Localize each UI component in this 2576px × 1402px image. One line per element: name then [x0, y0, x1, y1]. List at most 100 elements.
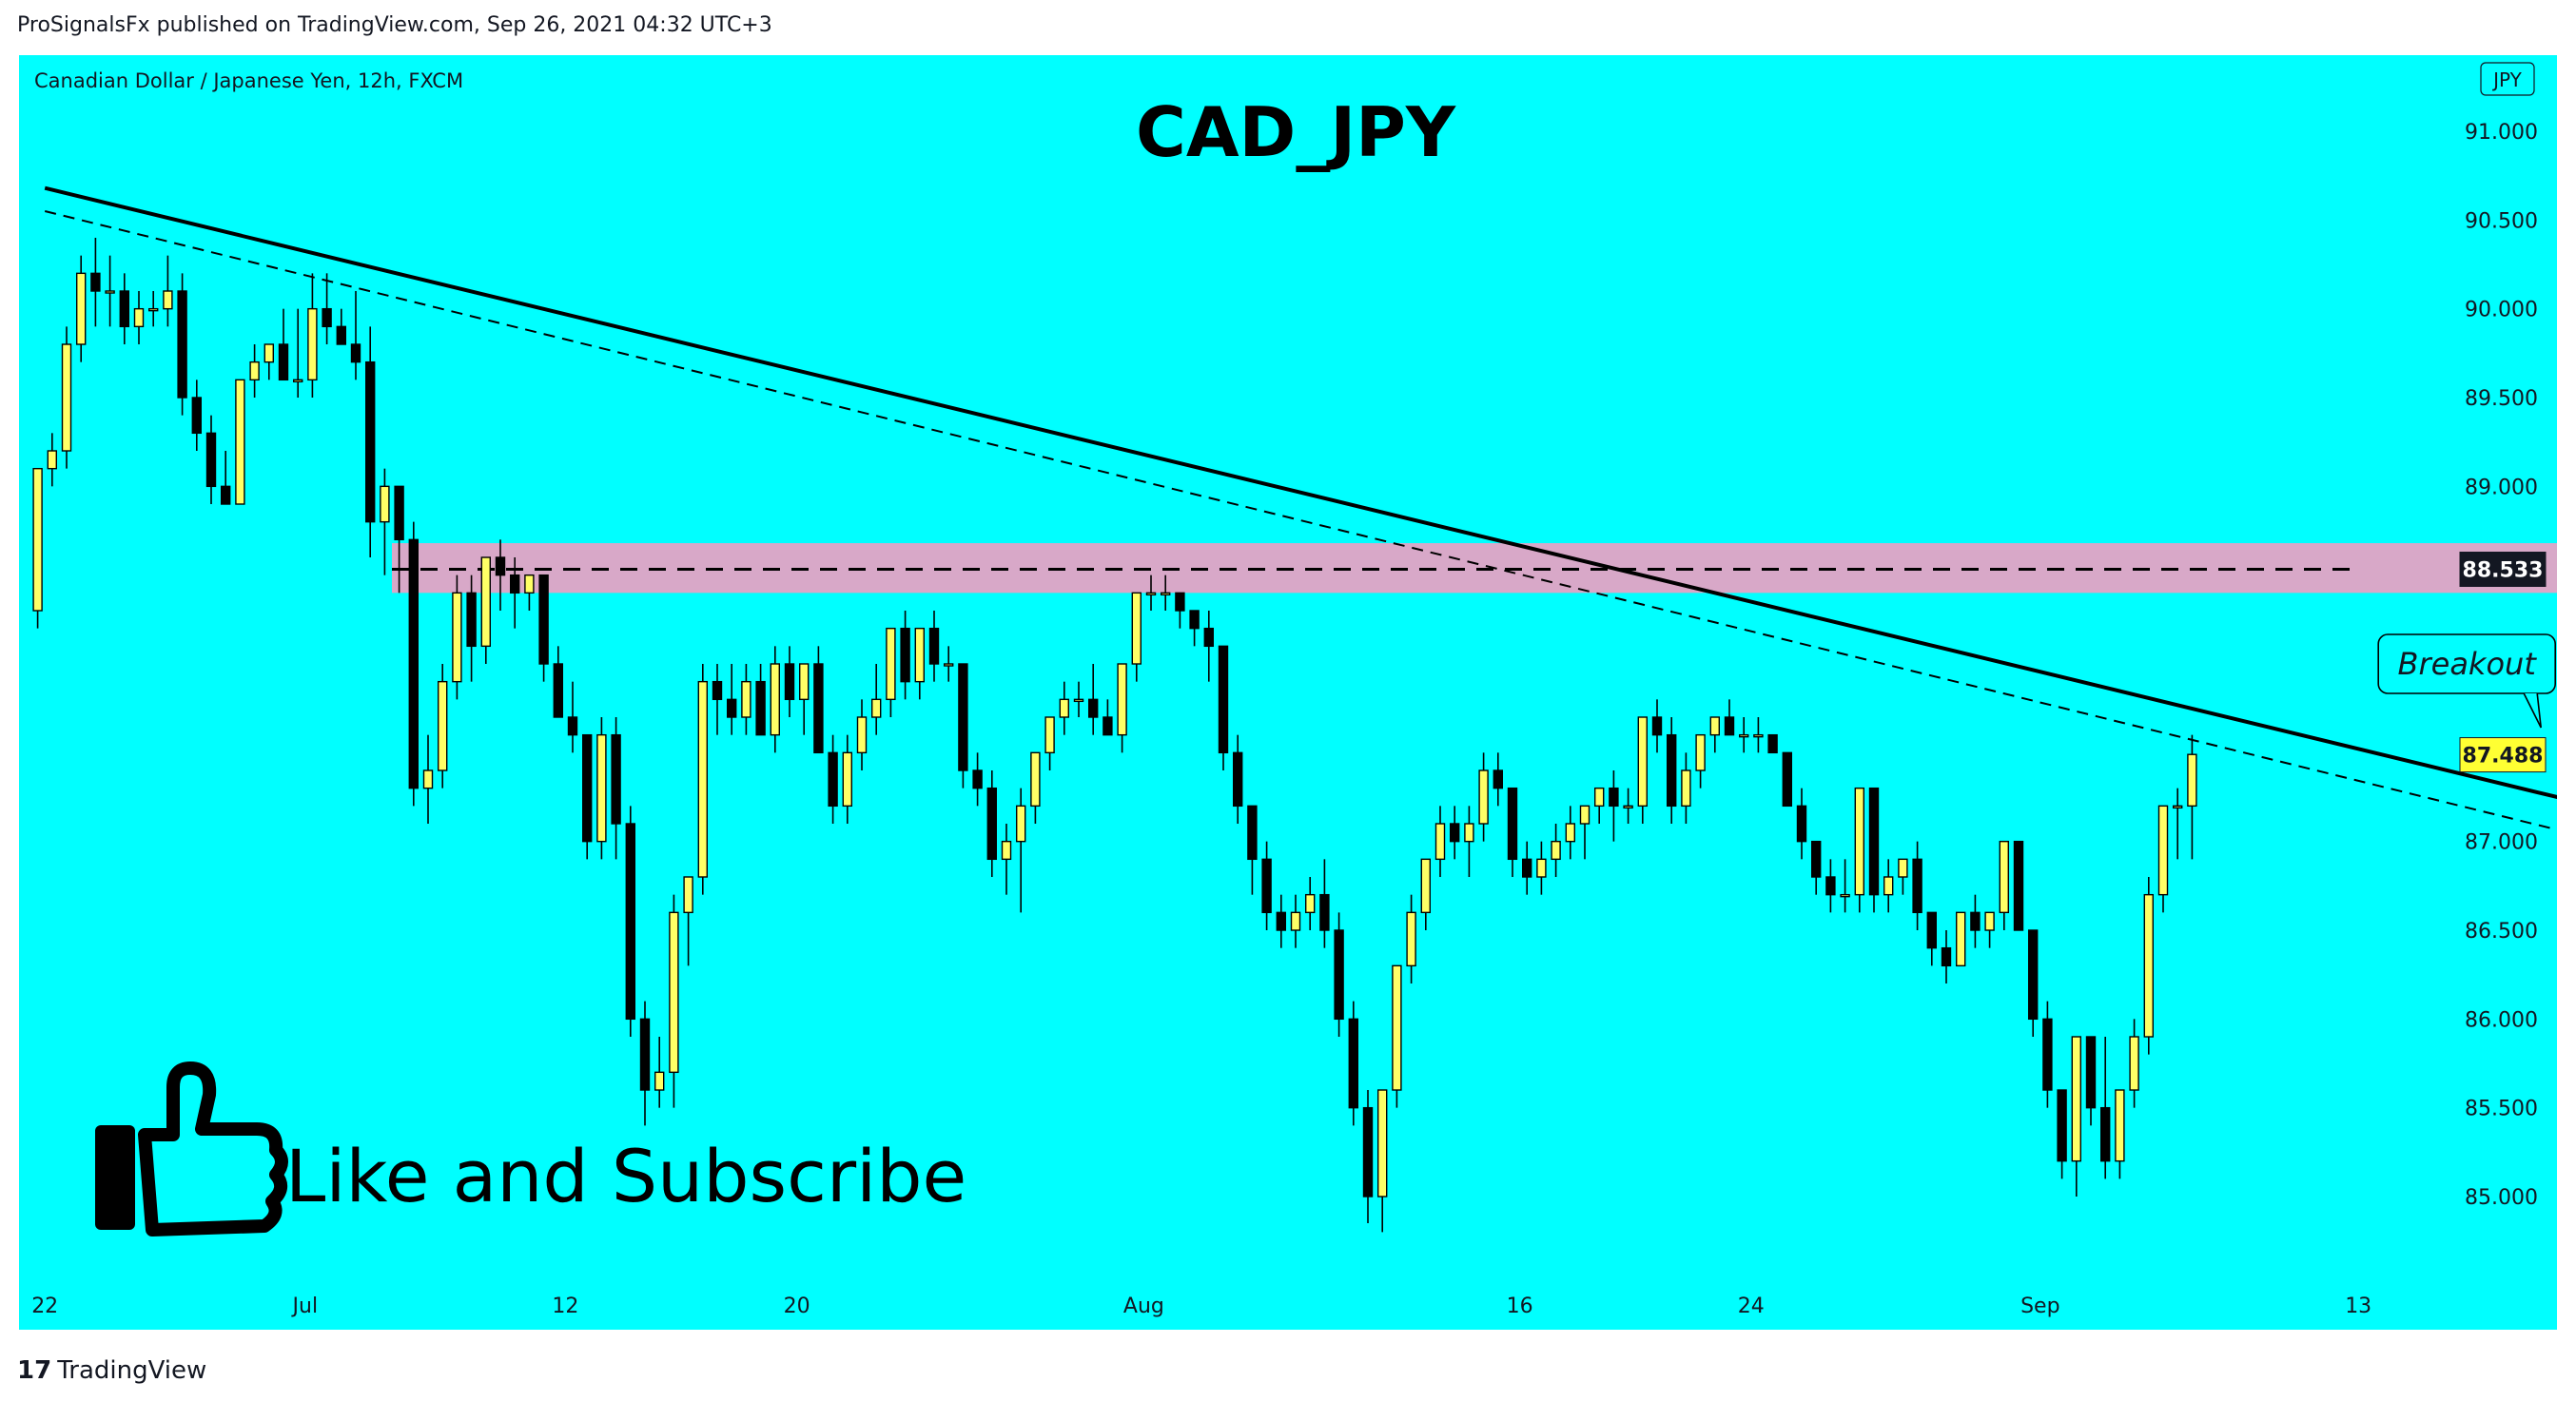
candle[interactable] — [928, 611, 940, 682]
candle[interactable] — [2157, 805, 2169, 913]
candle[interactable] — [1623, 788, 1633, 824]
candle[interactable] — [683, 876, 693, 966]
candle[interactable] — [1059, 681, 1070, 735]
candle[interactable] — [914, 627, 925, 700]
candle[interactable] — [2013, 840, 2024, 931]
candle[interactable] — [1738, 717, 1749, 753]
candle[interactable] — [1767, 733, 1778, 754]
candle[interactable] — [1825, 859, 1836, 913]
candle[interactable] — [958, 663, 968, 789]
candle[interactable] — [1521, 841, 1532, 895]
candle[interactable] — [828, 734, 838, 824]
candle[interactable] — [1362, 1090, 1374, 1223]
descending-resistance-trendline[interactable] — [44, 185, 2557, 868]
candle[interactable] — [1970, 894, 1981, 948]
candle[interactable] — [972, 752, 983, 807]
candle[interactable] — [61, 326, 72, 469]
candle[interactable] — [394, 485, 404, 594]
candle[interactable] — [105, 255, 115, 327]
candle[interactable] — [1609, 770, 1619, 842]
candle[interactable] — [1117, 663, 1127, 753]
candle[interactable] — [1145, 574, 1157, 611]
candle[interactable] — [1160, 574, 1171, 611]
candle[interactable] — [1593, 787, 1605, 824]
candle[interactable] — [205, 415, 217, 504]
candle[interactable] — [986, 770, 997, 877]
candle[interactable] — [32, 467, 43, 629]
currency-badge[interactable]: JPY — [2480, 62, 2535, 96]
candle[interactable] — [177, 273, 187, 416]
candle[interactable] — [293, 308, 303, 398]
candle[interactable] — [886, 627, 896, 717]
candle[interactable] — [1348, 1001, 1359, 1126]
candle[interactable] — [1666, 717, 1677, 824]
candle[interactable] — [538, 574, 549, 682]
chart-frame[interactable]: 91.00090.50090.00089.50089.00088.50088.0… — [19, 55, 2557, 1330]
candle[interactable] — [2172, 788, 2183, 860]
candle[interactable] — [2085, 1036, 2097, 1126]
candle[interactable] — [336, 308, 346, 345]
candle[interactable] — [1392, 964, 1402, 1108]
candle[interactable] — [76, 255, 87, 362]
candle[interactable] — [422, 734, 434, 824]
candle[interactable] — [1015, 788, 1026, 913]
candle[interactable] — [770, 646, 780, 753]
candle[interactable] — [1232, 734, 1243, 824]
candle[interactable] — [1796, 788, 1807, 860]
candle[interactable] — [133, 291, 145, 344]
candle[interactable] — [856, 699, 868, 770]
candle[interactable] — [1868, 787, 1880, 913]
candle[interactable] — [263, 343, 274, 380]
candle[interactable] — [322, 273, 332, 344]
candle[interactable] — [480, 556, 491, 664]
candle[interactable] — [1898, 858, 1908, 895]
candle[interactable] — [307, 273, 318, 398]
candle[interactable] — [235, 379, 245, 505]
candle[interactable] — [900, 611, 910, 700]
candle[interactable] — [249, 344, 260, 398]
candle[interactable] — [567, 681, 578, 753]
descending-channel-trendline[interactable] — [44, 210, 2557, 898]
candle[interactable] — [1030, 751, 1041, 824]
candle[interactable] — [1175, 592, 1185, 629]
candle[interactable] — [350, 291, 361, 380]
candle[interactable] — [944, 646, 954, 682]
candle[interactable] — [1376, 1089, 1388, 1233]
candle[interactable] — [2027, 929, 2039, 1037]
candle[interactable] — [553, 646, 563, 718]
candle[interactable] — [1912, 841, 1922, 930]
candle[interactable] — [408, 521, 419, 807]
candle[interactable] — [625, 806, 635, 1037]
candle[interactable] — [1753, 717, 1764, 753]
candle[interactable] — [727, 664, 737, 735]
candle[interactable] — [813, 646, 824, 754]
candle[interactable] — [596, 717, 607, 860]
candle[interactable] — [1434, 806, 1446, 877]
candle[interactable] — [639, 1001, 651, 1126]
candle[interactable] — [1406, 894, 1416, 983]
candle[interactable] — [1001, 824, 1012, 895]
candle[interactable] — [1276, 894, 1287, 948]
tradingview-logo[interactable]: 𝟭𝟳 TradingView — [17, 1356, 206, 1385]
candle[interactable] — [1854, 787, 1865, 913]
candle[interactable] — [1044, 716, 1055, 770]
candle[interactable] — [1810, 840, 1822, 895]
candle[interactable] — [1651, 699, 1663, 753]
candle[interactable] — [2187, 734, 2197, 860]
candle[interactable] — [524, 574, 535, 611]
candlestick-chart[interactable]: 91.00090.50090.00089.50089.00088.50088.0… — [19, 55, 2557, 1330]
candle[interactable] — [510, 557, 520, 629]
candle[interactable] — [1782, 751, 1793, 808]
candle[interactable] — [1507, 787, 1518, 877]
candle[interactable] — [784, 646, 795, 717]
candle[interactable] — [1955, 911, 1966, 967]
candle[interactable] — [1334, 912, 1344, 1037]
candle[interactable] — [438, 664, 448, 789]
candle[interactable] — [1290, 894, 1301, 948]
candle[interactable] — [1261, 841, 1272, 930]
candle[interactable] — [1319, 859, 1330, 948]
promo-block[interactable]: Like and Subscribe — [95, 1061, 966, 1236]
candle[interactable] — [47, 433, 57, 487]
candle[interactable] — [1681, 752, 1691, 824]
instrument-label[interactable]: Canadian Dollar / Japanese Yen, 12h, FXC… — [34, 69, 463, 92]
